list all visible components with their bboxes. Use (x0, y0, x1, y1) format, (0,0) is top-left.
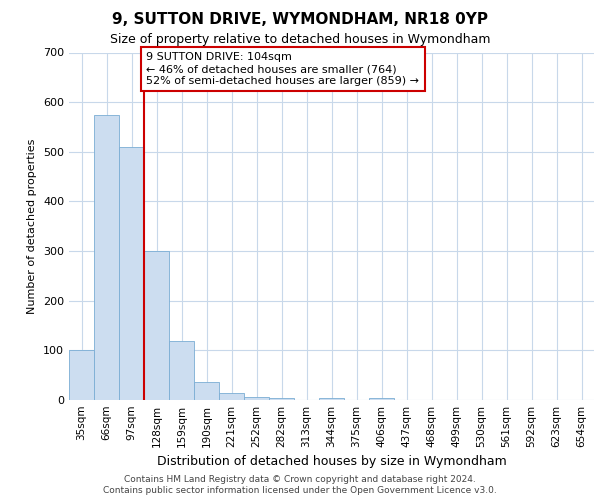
Bar (369, 398, 394, 400)
Bar (119, 147, 144, 400)
Text: Size of property relative to detached houses in Wymondham: Size of property relative to detached ho… (110, 32, 490, 46)
Bar (244, 396, 269, 400)
Y-axis label: Number of detached properties: Number of detached properties (28, 138, 37, 314)
Bar (194, 382, 219, 400)
Text: Contains public sector information licensed under the Open Government Licence v3: Contains public sector information licen… (103, 486, 497, 495)
Bar (319, 398, 344, 400)
Bar (269, 398, 294, 400)
Bar (69, 350, 94, 400)
Bar (219, 392, 244, 400)
Text: 9 SUTTON DRIVE: 104sqm
← 46% of detached houses are smaller (764)
52% of semi-de: 9 SUTTON DRIVE: 104sqm ← 46% of detached… (146, 52, 419, 86)
Bar (144, 251, 169, 400)
Text: 9, SUTTON DRIVE, WYMONDHAM, NR18 0YP: 9, SUTTON DRIVE, WYMONDHAM, NR18 0YP (112, 12, 488, 28)
Text: Contains HM Land Registry data © Crown copyright and database right 2024.: Contains HM Land Registry data © Crown c… (124, 475, 476, 484)
X-axis label: Distribution of detached houses by size in Wymondham: Distribution of detached houses by size … (157, 456, 506, 468)
Bar (169, 342, 194, 400)
Bar (94, 114, 119, 400)
